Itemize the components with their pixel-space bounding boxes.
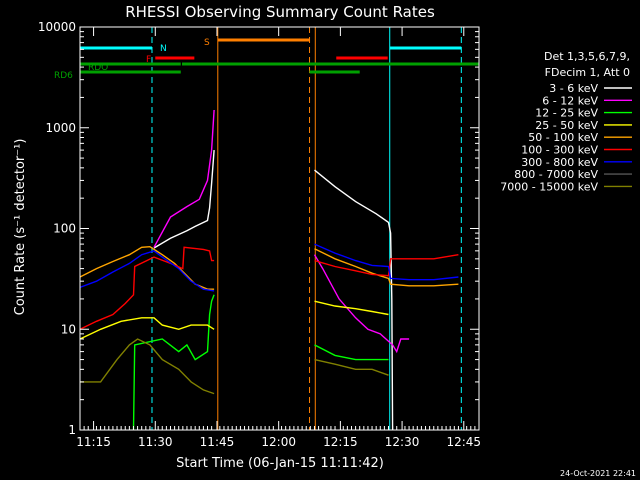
state-bar-label: RDO bbox=[88, 63, 108, 73]
series-line bbox=[153, 109, 215, 248]
legend-header-line-2: FDecim 1, Att 0 bbox=[545, 66, 630, 79]
legend-label: 12 - 25 keV bbox=[535, 107, 598, 120]
series-line bbox=[314, 169, 394, 431]
legend-label: 800 - 7000 keV bbox=[514, 168, 598, 181]
x-tick-label: 12:45 bbox=[446, 435, 481, 449]
y-axis: 1 10 100 1000 10000 bbox=[38, 20, 479, 437]
x-axis: 11:15 11:30 11:45 12:00 12:15 12:30 12:45 bbox=[76, 27, 481, 449]
series-line bbox=[314, 344, 389, 361]
series-line bbox=[314, 254, 459, 277]
series-line bbox=[80, 338, 215, 395]
chart-title: RHESSI Observing Summary Count Rates bbox=[125, 3, 435, 21]
legend-label: 50 - 100 keV bbox=[528, 131, 598, 144]
legend-label: 7000 - 15000 keV bbox=[500, 180, 598, 193]
state-bar-label: RD6 bbox=[54, 71, 73, 81]
series-line bbox=[313, 254, 410, 354]
series-line bbox=[79, 317, 215, 340]
state-bar-label: S bbox=[204, 38, 210, 48]
legend-header-line-1: Det 1,3,5,6,7,9, bbox=[544, 50, 630, 63]
series-line bbox=[153, 150, 215, 249]
x-tick-label: 11:45 bbox=[200, 435, 235, 449]
legend-label: 6 - 12 keV bbox=[542, 94, 598, 107]
x-tick-label: 11:30 bbox=[138, 435, 173, 449]
legend-label: 3 - 6 keV bbox=[549, 82, 598, 95]
series-line bbox=[314, 248, 459, 287]
state-bar-label: N bbox=[160, 44, 167, 54]
state-bars: NF S RDO RD6 bbox=[54, 38, 479, 81]
legend-label: 25 - 50 keV bbox=[535, 119, 598, 132]
y-tick-label: 1000 bbox=[45, 121, 76, 135]
y-axis-label: Count Rate (s⁻¹ detector⁻¹) bbox=[13, 139, 28, 316]
series-lines bbox=[79, 109, 459, 431]
x-tick-label: 12:15 bbox=[323, 435, 358, 449]
x-tick-label: 12:00 bbox=[261, 435, 296, 449]
y-tick-label: 10000 bbox=[38, 20, 76, 34]
x-tick-label: 11:15 bbox=[76, 435, 111, 449]
y-tick-label: 100 bbox=[53, 222, 76, 236]
series-line bbox=[132, 294, 215, 431]
vertical-markers bbox=[151, 27, 462, 430]
generation-timestamp: 24-Oct-2021 22:41 bbox=[560, 469, 636, 478]
plot-frame bbox=[79, 26, 480, 431]
legend-label: 300 - 800 keV bbox=[521, 156, 598, 169]
series-line bbox=[314, 243, 459, 281]
state-bar-label: F bbox=[146, 55, 151, 65]
series-line bbox=[79, 246, 215, 330]
series-line bbox=[79, 250, 215, 292]
x-tick-label: 12:30 bbox=[385, 435, 420, 449]
series-line bbox=[314, 300, 389, 316]
legend-label: 100 - 300 keV bbox=[521, 144, 598, 157]
series-line bbox=[314, 358, 389, 376]
y-tick-label: 1 bbox=[68, 423, 76, 437]
y-tick-label: 10 bbox=[61, 322, 76, 336]
legend: Det 1,3,5,6,7,9, FDecim 1, Att 0 3 - 6 k… bbox=[500, 50, 632, 193]
x-axis-label: Start Time (06-Jan-15 11:11:42) bbox=[176, 456, 384, 471]
